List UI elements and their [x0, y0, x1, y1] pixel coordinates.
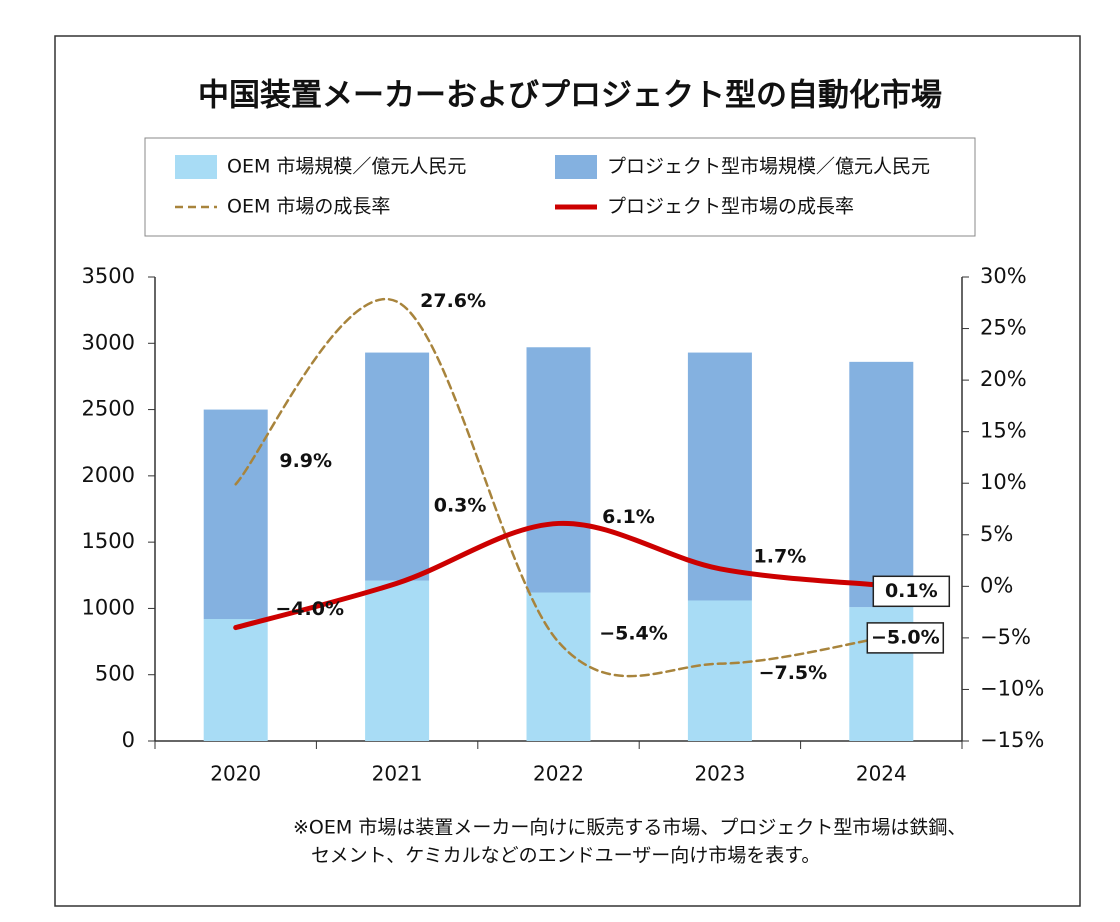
bar	[849, 361, 914, 608]
data-label: 0.1%	[885, 580, 938, 602]
data-label: −7.5%	[759, 662, 828, 684]
y2-tick-label: −15%	[980, 728, 1044, 752]
y2-tick-label: 30%	[980, 264, 1027, 288]
bar	[203, 619, 268, 741]
y-tick-label: 2500	[82, 397, 135, 421]
bar	[687, 600, 752, 741]
y-tick-label: 2000	[82, 463, 135, 487]
y-tick-label: 0	[122, 728, 135, 752]
y2-tick-label: 0%	[980, 573, 1013, 597]
x-tick-label: 2022	[533, 762, 584, 786]
y2-tick-label: 10%	[980, 470, 1027, 494]
label-box	[866, 622, 945, 654]
bar	[687, 352, 752, 601]
line	[233, 520, 884, 631]
legend-swatch	[555, 155, 597, 179]
note: セメント、ケミカルなどのエンドユーザー向け市場を表す。	[311, 845, 820, 867]
chart-title: 中国装置メーカーおよびプロジェクト型の自動化市場	[198, 78, 942, 114]
bar	[365, 580, 430, 741]
x-tick-label: 2023	[694, 762, 745, 786]
y2-tick-label: 5%	[980, 522, 1013, 546]
y2-tick-label: −10%	[980, 676, 1044, 700]
y-tick-label: 3000	[82, 330, 135, 354]
y-tick-label: 500	[95, 662, 135, 686]
x-tick-label: 2024	[856, 762, 907, 786]
line	[234, 297, 883, 678]
y-tick-label: 3500	[82, 264, 135, 288]
data-label: 0.3%	[434, 495, 487, 517]
note: ※OEM 市場は装置メーカー向けに販売する市場、プロジェクト型市場は鉄鋼、	[293, 817, 966, 839]
legend	[144, 137, 976, 237]
y2-tick-label: −5%	[980, 625, 1031, 649]
data-label: 6.1%	[602, 506, 655, 528]
label-box	[872, 575, 951, 608]
y2-tick-label: 20%	[980, 367, 1027, 391]
data-label: −5.0%	[871, 626, 940, 648]
legend-label: OEM 市場の成長率	[227, 196, 390, 218]
data-label: 9.9%	[279, 450, 332, 472]
legend-swatch	[175, 155, 217, 179]
legend-label: プロジェクト型市場規模／億元人民元	[607, 156, 930, 178]
data-label: 1.7%	[754, 545, 807, 567]
bar	[365, 352, 430, 581]
bar	[526, 347, 591, 593]
legend-label: プロジェクト型市場の成長率	[607, 196, 854, 218]
y-tick-label: 1500	[82, 529, 135, 553]
y-tick-label: 1000	[82, 595, 135, 619]
legend-label: OEM 市場規模／億元人民元	[227, 156, 466, 178]
bar	[526, 592, 591, 741]
x-tick-label: 2020	[210, 762, 261, 786]
data-label: −5.4%	[599, 623, 668, 645]
y2-tick-label: 15%	[980, 419, 1027, 443]
y2-tick-label: 25%	[980, 316, 1027, 340]
x-tick-label: 2021	[372, 762, 423, 786]
data-label: 27.6%	[420, 290, 486, 312]
data-label: −4.0%	[275, 598, 344, 620]
bar	[203, 409, 268, 620]
